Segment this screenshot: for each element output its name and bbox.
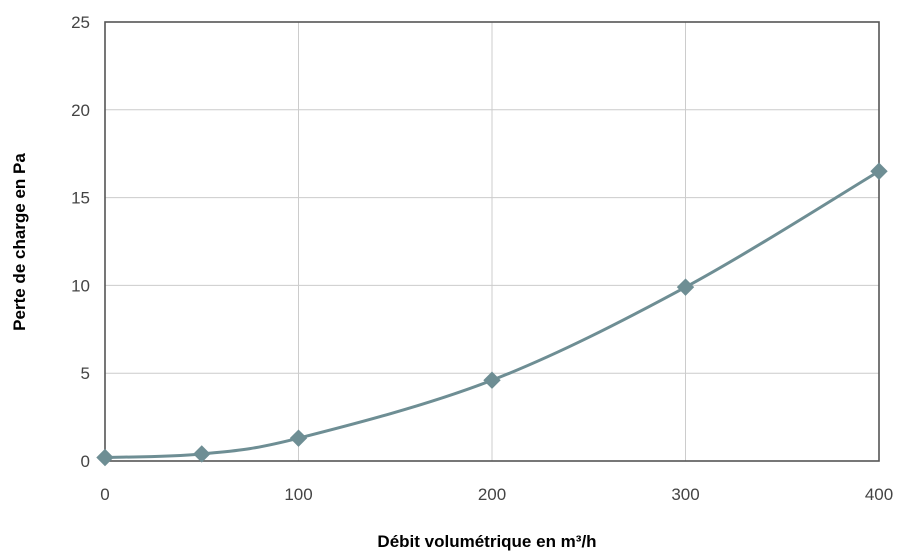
- x-tick-label: 200: [478, 485, 506, 504]
- x-tick-label: 300: [671, 485, 699, 504]
- data-point-marker: [870, 162, 888, 180]
- data-point-marker: [483, 371, 501, 389]
- x-axis-title: Débit volumétrique en m³/h: [377, 532, 596, 551]
- y-axis-title: Perte de charge en Pa: [10, 153, 29, 331]
- series-layer: [96, 162, 888, 467]
- x-tick-label: 0: [100, 485, 109, 504]
- x-axis-ticks: 0 100 200 300 400: [100, 485, 893, 504]
- y-axis-ticks: 0 5 10 15 20 25: [71, 13, 90, 471]
- plot-frame: [104, 21, 880, 462]
- data-point-marker: [193, 445, 211, 463]
- data-point-marker: [676, 278, 695, 296]
- y-tick-label: 15: [71, 189, 90, 208]
- data-point-marker: [96, 448, 114, 467]
- y-tick-label: 25: [71, 13, 90, 32]
- x-tick-label: 100: [284, 485, 312, 504]
- y-tick-label: 10: [71, 276, 90, 295]
- x-tick-label: 400: [865, 485, 893, 504]
- y-tick-label: 0: [81, 452, 90, 471]
- y-tick-label: 5: [81, 364, 90, 383]
- y-tick-label: 20: [71, 101, 90, 120]
- data-point-marker: [289, 429, 308, 447]
